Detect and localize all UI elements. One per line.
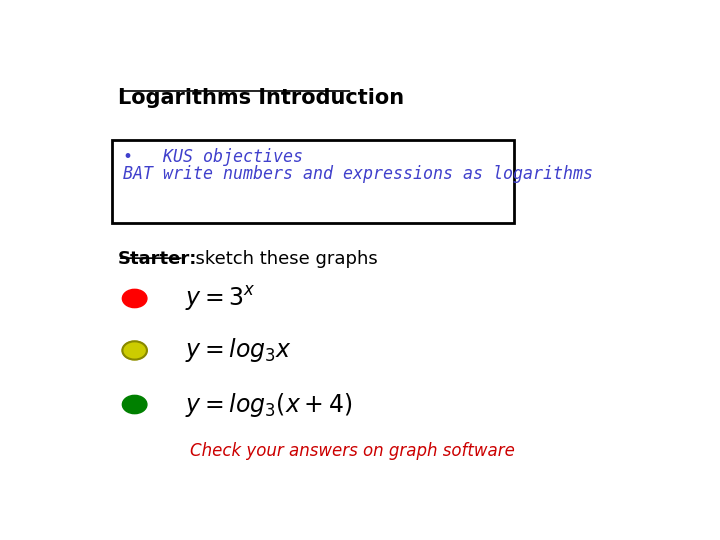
- Text: $y = log_3 (x + 4)$: $y = log_3 (x + 4)$: [185, 390, 352, 418]
- Text: •   KUS objectives: • KUS objectives: [124, 148, 304, 166]
- Text: Check your answers on graph software: Check your answers on graph software: [190, 442, 516, 460]
- Circle shape: [122, 289, 147, 308]
- Text: sketch these graphs: sketch these graphs: [184, 250, 377, 268]
- Circle shape: [122, 395, 147, 414]
- Text: $y = log_3 x$: $y = log_3 x$: [185, 336, 292, 365]
- Circle shape: [122, 341, 147, 360]
- FancyBboxPatch shape: [112, 140, 514, 223]
- Text: $y = 3^{x}$: $y = 3^{x}$: [185, 284, 256, 313]
- Text: Starter:: Starter:: [118, 250, 197, 268]
- Text: Logarithms Introduction: Logarithms Introduction: [118, 87, 404, 107]
- Text: BAT write numbers and expressions as logarithms: BAT write numbers and expressions as log…: [124, 165, 593, 183]
